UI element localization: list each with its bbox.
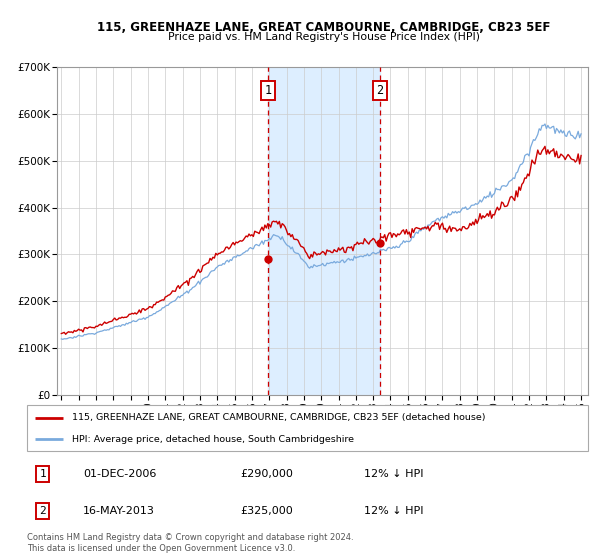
Text: 2: 2 (376, 84, 383, 97)
Text: 12% ↓ HPI: 12% ↓ HPI (364, 469, 423, 479)
Text: Price paid vs. HM Land Registry's House Price Index (HPI): Price paid vs. HM Land Registry's House … (168, 32, 480, 43)
Text: 115, GREENHAZE LANE, GREAT CAMBOURNE, CAMBRIDGE, CB23 5EF: 115, GREENHAZE LANE, GREAT CAMBOURNE, CA… (97, 21, 551, 34)
Text: 115, GREENHAZE LANE, GREAT CAMBOURNE, CAMBRIDGE, CB23 5EF (detached house): 115, GREENHAZE LANE, GREAT CAMBOURNE, CA… (72, 413, 485, 422)
Text: 12% ↓ HPI: 12% ↓ HPI (364, 506, 423, 516)
Text: 1: 1 (40, 469, 46, 479)
Text: 01-DEC-2006: 01-DEC-2006 (83, 469, 157, 479)
Bar (268, 67, 380, 395)
Text: £325,000: £325,000 (240, 506, 293, 516)
FancyBboxPatch shape (27, 405, 588, 451)
Text: £290,000: £290,000 (240, 469, 293, 479)
Text: 1: 1 (264, 84, 271, 97)
Text: 16-MAY-2013: 16-MAY-2013 (83, 506, 155, 516)
Text: HPI: Average price, detached house, South Cambridgeshire: HPI: Average price, detached house, Sout… (72, 435, 354, 444)
Text: Contains HM Land Registry data © Crown copyright and database right 2024.
This d: Contains HM Land Registry data © Crown c… (27, 533, 353, 553)
Text: 2: 2 (40, 506, 46, 516)
